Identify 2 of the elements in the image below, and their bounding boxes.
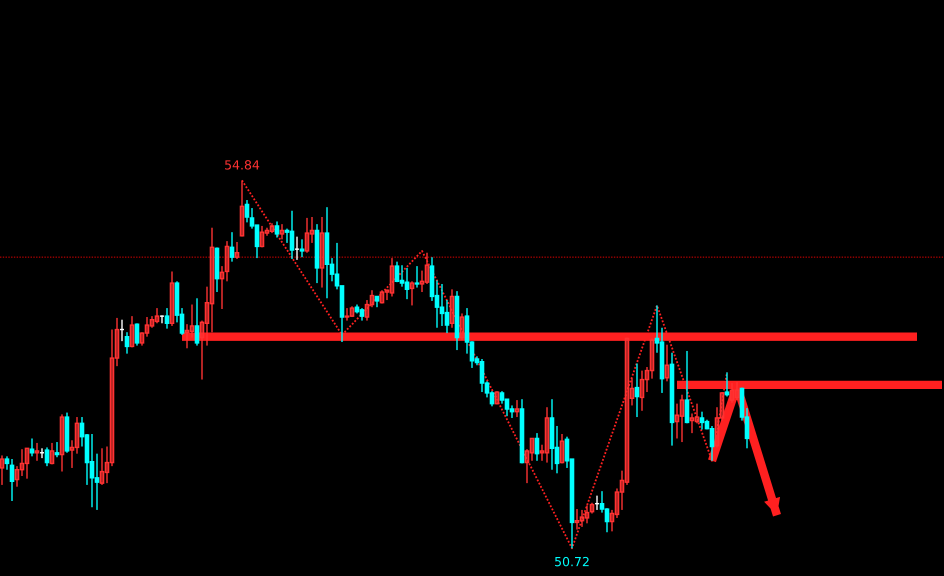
annotation: 54.84 (225, 160, 260, 170)
annotation: 50.72 (555, 556, 589, 566)
